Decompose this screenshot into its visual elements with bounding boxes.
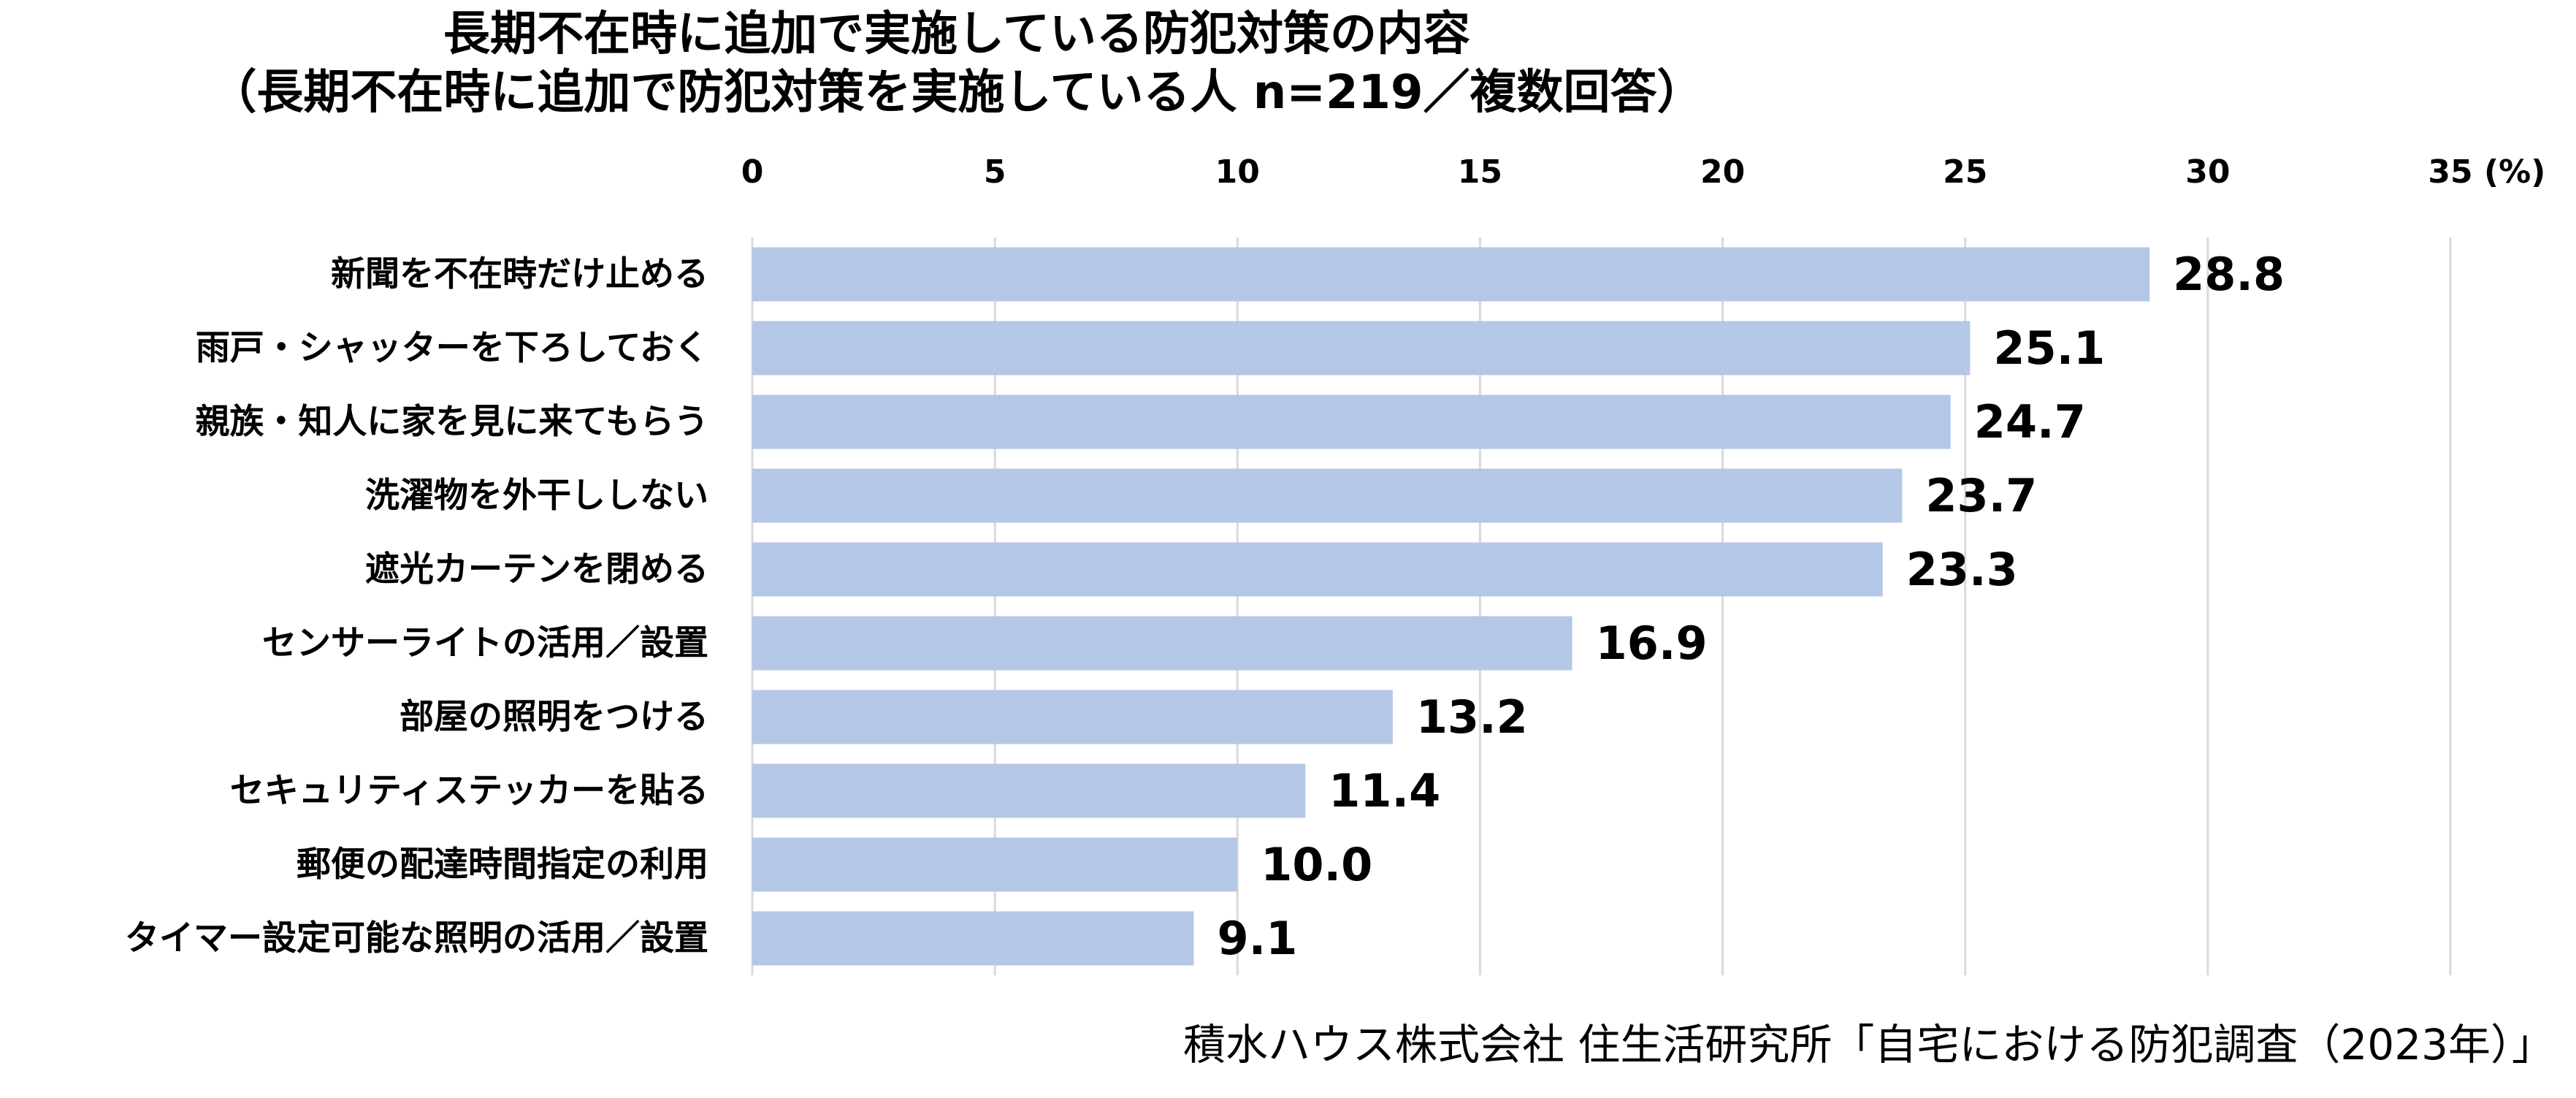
data-label-1: 28.8 <box>2173 248 2285 301</box>
bar-3 <box>752 394 1951 449</box>
x-axis-ticks: 0 5 10 15 20 25 30 35 (%) <box>741 153 2546 191</box>
data-label-8: 11.4 <box>1329 764 1440 817</box>
category-label-1: 新聞を不在時だけ止める <box>331 254 708 294</box>
category-label-7: 部屋の照明をつける <box>400 697 708 737</box>
category-label-3: 親族・知人に家を見に来てもらう <box>195 402 708 442</box>
data-labels: 28.8 25.1 24.7 23.7 23.3 16.9 13.2 11.4 10.0 9.1 <box>1218 248 2285 965</box>
bar-10 <box>752 911 1194 966</box>
category-labels: 新聞を不在時だけ止める雨戸・シャッターを下ろしておく親族・知人に家を見に来てもら… <box>125 254 708 958</box>
bar-6 <box>752 616 1572 671</box>
source-note: 積水ハウス株式会社 住生活研究所「自宅における防犯調査（2023年）」 <box>1182 1020 2554 1070</box>
category-label-9: 郵便の配達時間指定の利用 <box>297 845 708 885</box>
data-label-5: 23.3 <box>1906 543 2018 596</box>
data-label-4: 23.7 <box>1925 469 2037 522</box>
x-tick-label-5: 5 <box>984 153 1006 191</box>
data-label-10: 9.1 <box>1218 912 1298 965</box>
category-label-6: センサーライトの活用／設置 <box>262 623 708 663</box>
x-tick-label-35: 35 <box>2428 153 2472 191</box>
category-label-2: 雨戸・シャッターを下ろしておく <box>196 328 708 368</box>
bar-4 <box>752 468 1903 523</box>
category-label-8: セキュリティステッカーを貼る <box>230 771 708 811</box>
x-tick-label-20: 20 <box>1700 153 1745 191</box>
x-tick-label-0: 0 <box>741 153 764 191</box>
category-label-5: 遮光カーテンを閉める <box>365 549 708 590</box>
data-label-2: 25.1 <box>1993 321 2105 375</box>
bar-7 <box>752 690 1393 744</box>
data-label-9: 10.0 <box>1261 838 1372 891</box>
bar-5 <box>752 542 1883 597</box>
data-label-6: 16.9 <box>1596 617 1708 670</box>
chart-subtitle: （長期不在時に追加で防犯対策を実施している人 n=219／複数回答） <box>210 66 1704 120</box>
bar-9 <box>752 837 1238 892</box>
category-label-10: タイマー設定可能な照明の活用／設置 <box>125 918 708 958</box>
x-tick-label-10: 10 <box>1215 153 1260 191</box>
chart-title: 長期不在時に追加で実施している防犯対策の内容 <box>443 7 1471 61</box>
x-tick-label-15: 15 <box>1458 153 1502 191</box>
bar-2 <box>752 321 1971 375</box>
bar-8 <box>752 763 1306 818</box>
x-tick-label-25: 25 <box>1943 153 1987 191</box>
bar-1 <box>752 247 2150 302</box>
data-label-7: 13.2 <box>1416 690 1528 744</box>
category-label-4: 洗濯物を外干ししない <box>365 476 708 516</box>
x-axis-unit-label: (%) <box>2484 153 2545 191</box>
x-tick-label-30: 30 <box>2185 153 2230 191</box>
bars <box>752 247 2150 966</box>
data-label-3: 24.7 <box>1974 395 2086 449</box>
